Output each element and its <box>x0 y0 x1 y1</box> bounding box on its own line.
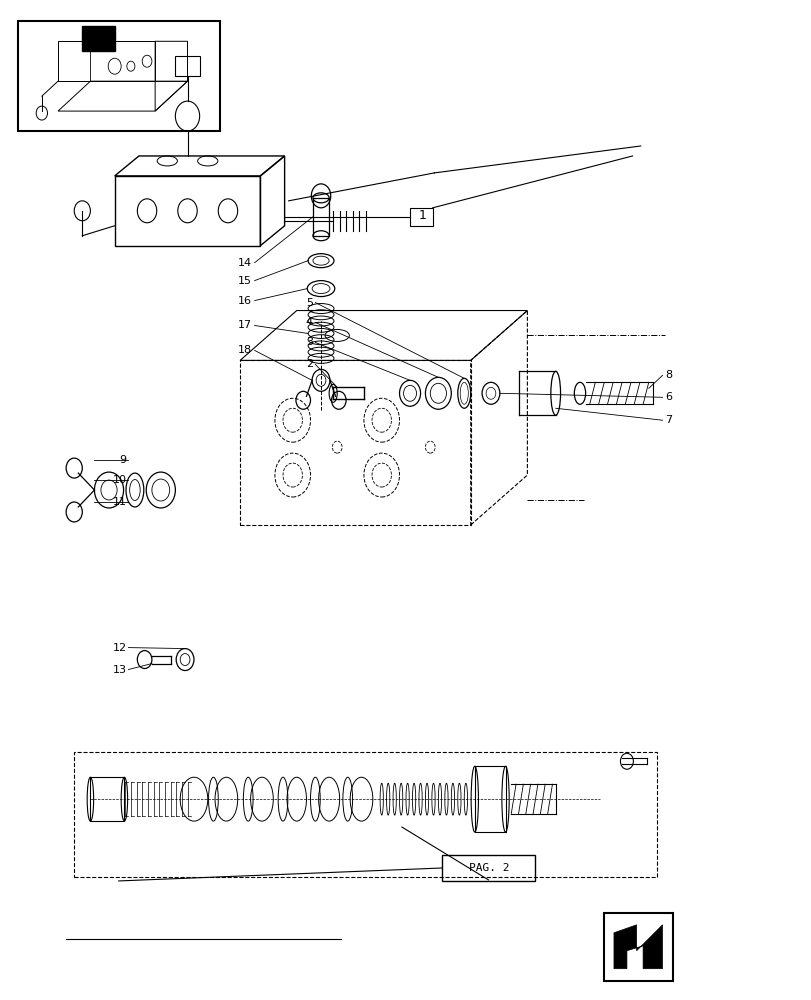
Text: 3: 3 <box>306 337 312 347</box>
Bar <box>410 208 432 226</box>
Bar <box>74 752 656 877</box>
Text: 6: 6 <box>664 392 672 402</box>
Bar <box>603 913 672 981</box>
Bar <box>312 198 328 236</box>
Text: 18: 18 <box>238 345 252 355</box>
Text: 5: 5 <box>306 298 312 308</box>
Bar <box>82 26 114 51</box>
Bar <box>474 766 505 832</box>
Text: 13: 13 <box>113 665 127 675</box>
Text: PAG. 2: PAG. 2 <box>468 863 508 873</box>
Text: 7: 7 <box>664 415 672 425</box>
Text: 15: 15 <box>238 276 252 286</box>
Text: 12: 12 <box>113 643 127 653</box>
Text: 16: 16 <box>238 296 252 306</box>
Bar <box>114 176 260 246</box>
Text: 11: 11 <box>113 497 127 507</box>
Text: 17: 17 <box>238 320 252 330</box>
Bar <box>90 777 124 821</box>
Polygon shape <box>613 925 662 969</box>
Text: 10: 10 <box>113 475 127 485</box>
Bar <box>442 855 534 881</box>
Text: 9: 9 <box>119 455 127 465</box>
Bar <box>18 21 220 131</box>
Bar <box>175 56 200 76</box>
Text: 8: 8 <box>664 370 672 380</box>
Text: 4: 4 <box>306 317 312 327</box>
Text: 14: 14 <box>238 258 252 268</box>
Text: 1: 1 <box>418 209 426 222</box>
Text: 2: 2 <box>306 359 312 369</box>
